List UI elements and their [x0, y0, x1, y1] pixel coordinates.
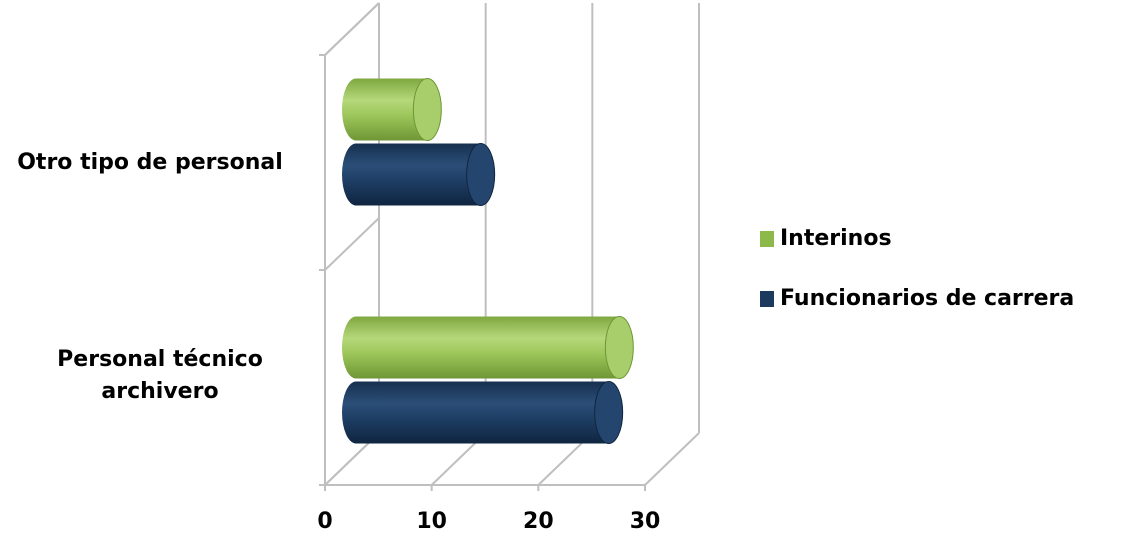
bar-body: [342, 381, 623, 444]
x-tick-label: 0: [317, 509, 332, 534]
x-tick-label: 20: [523, 509, 554, 534]
bar: [342, 316, 634, 379]
floor-gridline: [644, 432, 700, 486]
x-tick-label: 10: [416, 509, 447, 534]
side-wall-gridline: [324, 2, 380, 56]
legend-swatch: [760, 231, 774, 247]
category-label: Personal técnico archivero: [40, 344, 280, 408]
category-label: Otro tipo de personal: [0, 147, 300, 179]
x-tick-label: 30: [630, 509, 661, 534]
category-label-line: Personal técnico: [57, 347, 263, 372]
bar-body: [342, 316, 634, 379]
legend-label: Interinos: [780, 226, 892, 251]
bar: [342, 381, 624, 444]
bar: [342, 143, 496, 206]
category-label-text: Otro tipo de personal: [17, 150, 283, 175]
legend-item: Funcionarios de carrera: [760, 284, 1120, 314]
legend-item: Interinos: [760, 224, 1120, 254]
category-label-line: archivero: [101, 379, 219, 404]
side-wall-gridline: [324, 217, 380, 271]
tick-labels: 0 10 20 30: [317, 509, 660, 534]
legend-label: Funcionarios de carrera: [780, 286, 1075, 311]
bar-cap: [412, 78, 442, 141]
bars-layer: [342, 78, 634, 444]
bar-cap: [604, 316, 634, 379]
grid-layer: [319, 2, 700, 491]
legend-swatch: [760, 291, 774, 307]
bar-cap: [594, 381, 624, 444]
bar: [342, 78, 442, 141]
bar-cap: [466, 143, 496, 206]
legend: Interinos Funcionarios de carrera: [760, 224, 1120, 344]
bar-body: [342, 143, 495, 206]
